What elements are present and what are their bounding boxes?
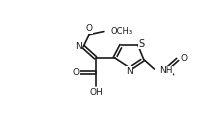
Text: NH: NH [159, 66, 173, 75]
Text: N: N [75, 42, 82, 51]
Text: OCH₃: OCH₃ [111, 27, 133, 36]
Text: N: N [126, 67, 133, 76]
Text: OH: OH [89, 88, 103, 97]
Text: O: O [180, 54, 187, 63]
Text: O: O [86, 24, 93, 33]
Text: S: S [138, 39, 145, 49]
Text: O: O [72, 68, 79, 77]
